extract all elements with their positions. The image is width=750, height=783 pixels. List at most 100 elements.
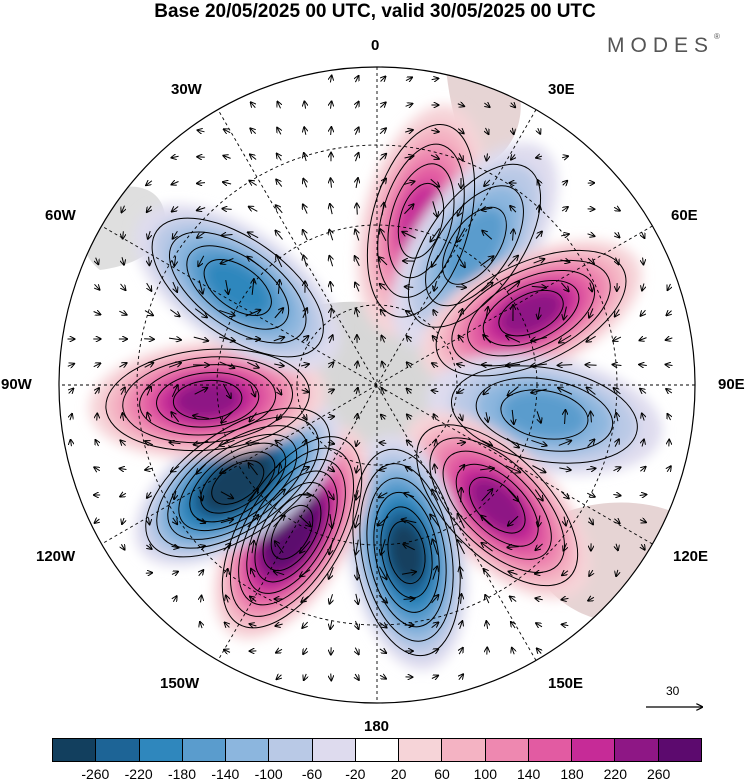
wind-vector (355, 283, 359, 292)
wind-vector (379, 468, 387, 470)
contour-line (186, 245, 290, 330)
wind-vector (613, 337, 622, 341)
wind-vector (303, 308, 307, 319)
wind-vector (508, 386, 519, 396)
wind-vector (485, 595, 489, 604)
wind-vector (506, 336, 521, 343)
wind-vector (430, 178, 439, 186)
wind-vector (67, 364, 74, 367)
wind-vector (304, 153, 306, 162)
wind-vector (456, 442, 465, 443)
colorbar-tick-label: -100 (254, 766, 283, 782)
wind-vector (507, 547, 519, 548)
wind-vector (303, 647, 307, 654)
wind-vector (171, 385, 177, 398)
wind-vector (534, 489, 542, 501)
wind-vector (356, 539, 359, 555)
wind-vector (145, 441, 154, 445)
wind-vector (506, 282, 519, 293)
wind-vector (432, 490, 439, 501)
contour-line (172, 379, 243, 420)
wind-vector (406, 311, 413, 315)
wind-vector (511, 622, 515, 629)
wind-vector (379, 154, 386, 161)
wind-vector (457, 364, 466, 366)
colorbar-tick-label: 100 (473, 766, 498, 782)
wind-vector (531, 364, 547, 366)
contour-line (498, 289, 564, 337)
wind-vector (301, 595, 309, 602)
wind-vector (613, 207, 620, 210)
colorbar-tick-label: -140 (211, 766, 240, 782)
wind-vector (487, 153, 488, 160)
wind-vector (589, 308, 593, 317)
wind-vector (380, 443, 387, 444)
contour-line (211, 460, 265, 505)
wind-vector (431, 78, 439, 79)
wind-vector (174, 490, 176, 499)
wind-vector (356, 490, 358, 499)
wind-vector (329, 335, 332, 343)
contour-line (366, 477, 447, 628)
wind-vector (277, 102, 280, 109)
contour-line (387, 520, 426, 585)
wind-vector (300, 540, 311, 552)
wind-vector (247, 361, 258, 367)
wind-vector (193, 336, 208, 341)
wind-vector (484, 179, 491, 186)
brand-registered-mark: ® (714, 32, 720, 41)
wind-vector (223, 156, 231, 159)
wind-vector (381, 336, 384, 343)
wind-vector (222, 209, 232, 210)
wind-vector (432, 539, 439, 555)
wind-vector (121, 283, 126, 290)
brand-logo: MODES® (607, 32, 720, 58)
contour-line (387, 163, 455, 279)
wind-vector (432, 566, 437, 580)
wind-vector (97, 414, 98, 421)
contour-line (482, 279, 580, 347)
wind-vector (198, 255, 205, 266)
wind-vector (430, 228, 440, 241)
wind-vector (122, 517, 124, 524)
wind-vector (379, 649, 386, 653)
colorbar-swatch (225, 739, 269, 761)
wind-vector (355, 76, 358, 83)
wind-vector (482, 231, 493, 240)
wind-vector (355, 127, 358, 135)
meridians (59, 67, 695, 703)
wind-vector (71, 440, 72, 447)
wind-vector (330, 514, 332, 528)
wind-vector (512, 127, 513, 134)
label-lon-180: 180 (364, 718, 390, 735)
wind-vector (327, 490, 334, 500)
wind-vector (221, 411, 234, 423)
wind-vector (356, 362, 357, 369)
wind-vector (402, 519, 417, 522)
wind-vector (275, 541, 284, 554)
wind-vector (667, 414, 670, 421)
wind-vector (170, 309, 179, 317)
wind-vector (666, 389, 673, 393)
wind-vector (405, 77, 412, 80)
wind-vector (559, 468, 570, 470)
wind-vector (536, 156, 543, 158)
wind-vector (356, 414, 357, 421)
wind-vector (273, 337, 285, 341)
wind-vector (509, 572, 518, 575)
wind-vector (173, 517, 177, 524)
map-title: Base 20/05/2025 00 UTC, valid 30/05/2025… (154, 1, 596, 22)
vector-reference-label: 30 (666, 684, 680, 698)
wind-vector (356, 388, 358, 395)
wind-vector (171, 572, 178, 575)
wind-vector (171, 412, 180, 423)
wind-vector (666, 311, 671, 316)
colorbar-swatch (53, 739, 96, 761)
wind-vector (226, 279, 229, 294)
wind-vector (120, 469, 127, 470)
wind-vector (531, 388, 547, 393)
wind-vector (564, 306, 567, 320)
wind-vector (274, 308, 283, 319)
wind-vector (249, 207, 258, 212)
contour-line (373, 491, 440, 613)
